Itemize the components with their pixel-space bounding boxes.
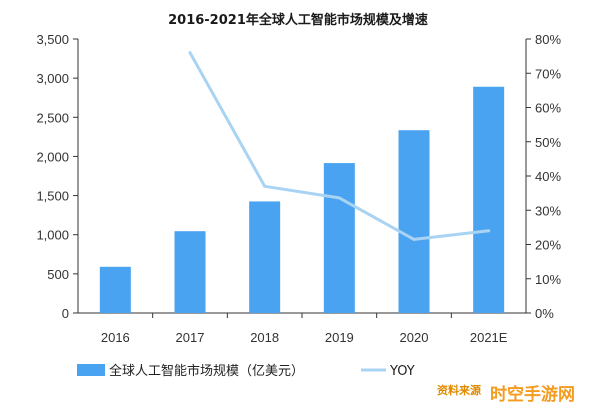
right-tick-label: 10% [535,272,561,287]
right-tick-label: 70% [535,66,561,81]
legend-bar-label: 全球人工智能市场规模（亿美元） [109,363,304,379]
chart-title: 2016-2021年全球人工智能市场规模及增速 [168,12,428,28]
left-tick-label: 3,000 [36,71,69,86]
left-tick-label: 2,500 [36,110,69,125]
x-axis: 2016 2017 2018 2019 2020 2021E [78,312,526,345]
legend-line-label: YOY [389,364,415,379]
left-tick-label: 3,500 [36,32,69,47]
right-tick-label: 50% [535,135,561,150]
bar-2020 [398,130,430,313]
left-tick-label: 1,500 [36,189,69,204]
bar-2017 [174,231,206,313]
line-series [188,51,491,241]
left-tick-label: 2,000 [36,149,69,164]
watermark-source: 资料来源 [437,383,481,397]
x-tick-label: 2016 [101,330,130,345]
bar-2016 [99,266,131,313]
right-tick-label: 60% [535,101,561,116]
legend: 全球人工智能市场规模（亿美元） YOY [77,363,415,379]
left-tick-label: 1,000 [36,228,69,243]
right-tick-label: 30% [535,203,561,218]
right-tick-label: 40% [535,169,561,184]
watermark: 资料来源 时空手游网 [437,383,575,405]
yoy-point-2019 [337,196,341,200]
watermark-brand: 时空手游网 [490,384,575,405]
x-tick-label: 2017 [176,330,205,345]
bar-2018 [249,201,281,313]
left-axis: 0 500 1,000 1,500 2,000 2,500 3,000 3,500 [36,32,79,321]
right-tick-label: 20% [535,238,561,253]
x-tick-label: 2021E [470,330,508,345]
yoy-point-2018 [263,184,267,188]
yoy-point-2017 [188,51,192,55]
legend-bar-swatch [77,364,105,376]
yoy-point-2021E [487,229,491,233]
left-tick-label: 0 [62,306,69,321]
bar-series [99,86,505,313]
right-tick-label: 80% [535,32,561,47]
right-tick-label: 0% [535,306,554,321]
x-tick-label: 2019 [325,330,354,345]
x-tick-label: 2020 [400,330,429,345]
left-tick-label: 500 [47,267,69,282]
x-tick-label: 2018 [250,330,279,345]
bar-2019 [323,163,355,313]
yoy-point-2020 [412,237,416,241]
bar-2021E [473,86,505,313]
right-axis: 0% 10% 20% 30% 40% 50% 60% 70% 80% [525,32,561,321]
